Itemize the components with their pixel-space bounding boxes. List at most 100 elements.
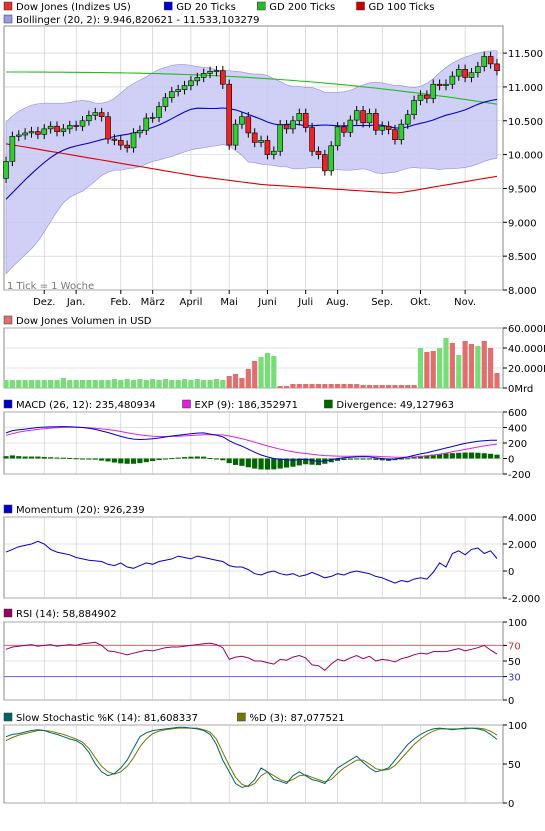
candle-body [379,125,386,131]
divergence-bar [481,453,487,459]
macd-legend-label: Divergence: 49,127963 [336,400,454,411]
volume-bar [92,380,98,388]
stoch-k-line [5,726,498,788]
volume-bar [277,386,283,388]
divergence-bar [9,455,15,459]
volume-bar [379,385,385,388]
rsi-y-tick-label: 100 [508,618,527,629]
volume-bar [398,385,404,388]
divergence-bar [475,452,481,459]
macd-line [5,426,498,463]
volume-bar [417,348,424,388]
volume-bar [328,384,334,388]
x-axis-month-label: Dez. [33,297,55,308]
divergence-bar [328,458,334,463]
stoch-d-line [5,727,498,788]
volume-bar [41,380,47,388]
macd-y-tick-label: 0 [508,455,514,466]
candle-body [309,127,315,152]
main-legend-label: GD 20 Ticks [176,2,236,13]
x-axis-month-label: Jan. [66,297,86,308]
candle-body [168,91,175,99]
x-axis-month-label: Aug. [326,297,349,308]
volume-bar [220,380,226,388]
volume-bar [207,380,213,388]
main-legend-label: GD 200 Ticks [269,2,335,13]
candle-body [245,116,252,134]
candle-body [188,80,194,86]
divergence-bar [449,453,455,459]
x-axis-month-label: April [179,297,202,308]
divergence-bar [443,453,449,459]
divergence-bar [271,458,277,470]
main-y-tick-label: 9.000 [508,218,537,229]
candle-body [162,97,169,107]
divergence-bar [118,458,124,464]
volume-bar [430,351,436,388]
candle-body [398,123,405,141]
volume-bar [309,384,315,388]
divergence-bar [462,452,468,459]
volume-bar [290,384,296,388]
candle-body [137,129,143,134]
candle-body [277,124,283,152]
candle-body [347,119,354,133]
divergence-bar [494,454,500,459]
divergence-bar [239,458,245,466]
candle-body [462,69,468,78]
volume-bar [22,380,28,388]
main-y-tick-label: 11.500 [508,49,543,60]
divergence-bar [213,458,220,460]
volume-bar [468,344,475,388]
candle-body [366,113,373,124]
candle-body [449,75,456,85]
tick-note: 1 Tick = 1 Woche [7,281,94,292]
candle-body [66,125,73,130]
divergence-bar [28,456,35,459]
volume-bar [99,380,105,388]
stoch-y-tick-label: 0 [508,799,514,810]
volume-bar [283,386,290,388]
candle-body [15,134,22,137]
rsi-line [5,641,498,672]
candle-body [315,150,322,155]
divergence-bar [194,456,200,459]
divergence-bar [124,458,130,464]
candle-body [35,131,41,135]
rsi-y-tick-label: 30 [508,673,521,684]
stoch-legend-swatch [237,712,246,722]
volume-bar [156,380,162,388]
macd-legend-label: EXP (9): 186,352971 [195,400,299,411]
divergence-bar [341,458,347,461]
candle-body [302,113,309,128]
volume-bar [86,380,92,388]
stoch-y-tick-label: 100 [508,721,527,732]
candle-body [353,110,360,121]
candle-body [98,112,105,118]
divergence-bar [232,458,239,465]
main-y-tick-label: 10.500 [508,117,543,128]
volume-bar [201,380,207,388]
divergence-bar [245,458,251,468]
candle-body [111,138,118,141]
divergence-bar [22,456,28,459]
volume-bar [303,384,309,388]
divergence-bar [226,458,232,464]
gd100-line [5,143,498,194]
volume-bar [105,380,111,388]
candle-body [271,150,277,155]
volume-bar [373,385,379,388]
momentum-legend-swatch [3,504,13,514]
main-legend-swatch [356,1,365,11]
volume-bar [130,380,137,388]
divergence-bar [437,453,443,459]
main-y-tick-label: 8.000 [508,286,537,297]
gd200-line [6,71,498,105]
candle-body [3,161,9,179]
divergence-bar [360,458,366,460]
volume-bar [60,378,66,388]
main-legend-swatch [3,1,13,11]
divergence-bar [188,456,194,459]
